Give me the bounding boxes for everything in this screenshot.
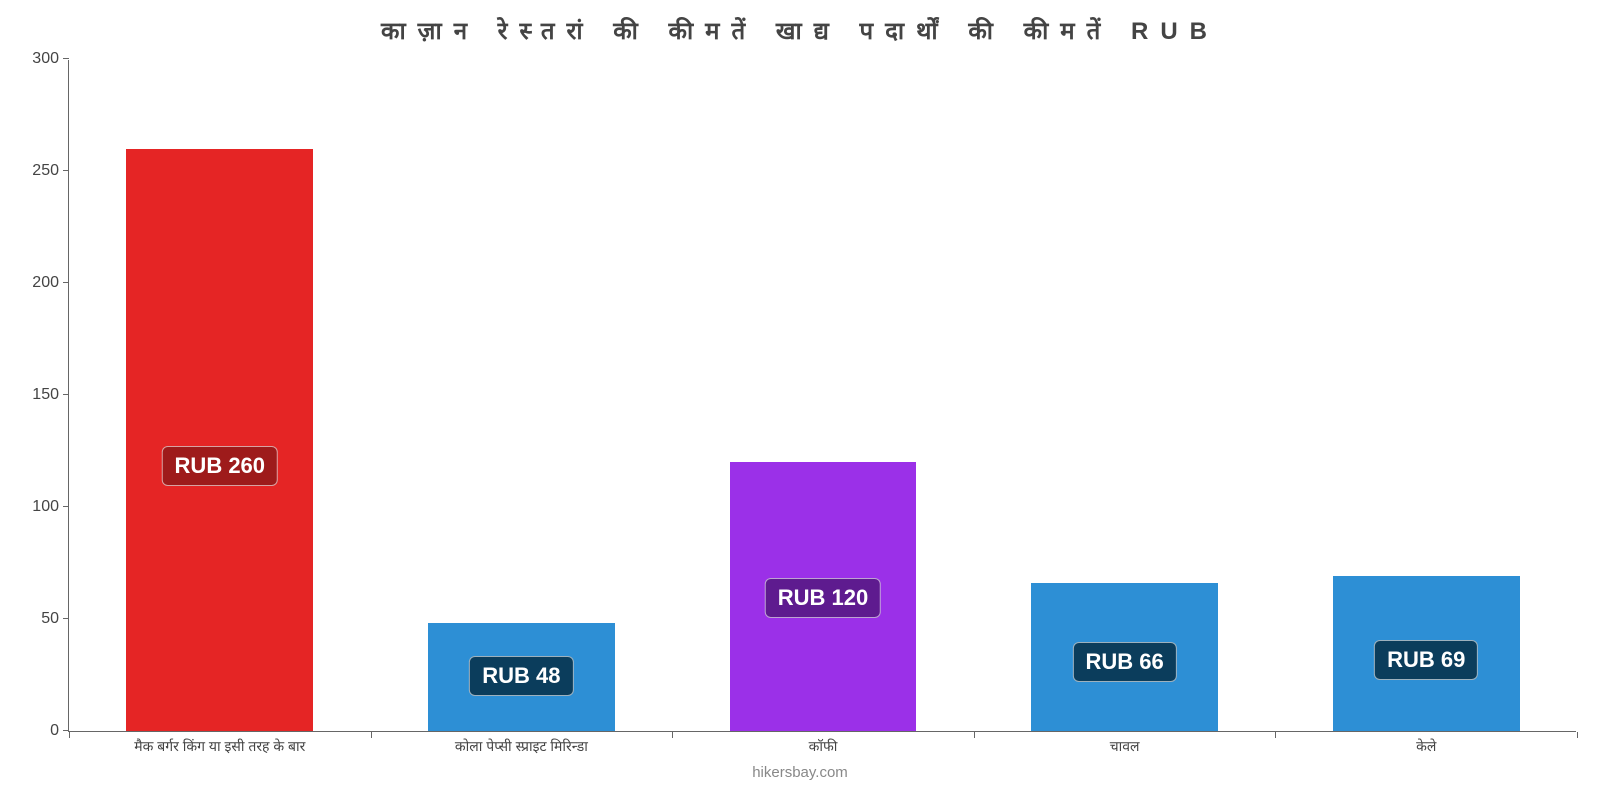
- x-tick-mark: [1577, 732, 1578, 738]
- x-tick-mark: [371, 732, 372, 738]
- x-tick-label: चावल: [1110, 737, 1140, 756]
- y-tick-mark: [63, 394, 69, 395]
- y-tick-label: 100: [32, 498, 69, 516]
- y-tick-mark: [63, 506, 69, 507]
- y-tick-mark: [63, 170, 69, 171]
- x-tick-label: कॉफी: [809, 737, 838, 756]
- value-badge: RUB 260: [162, 446, 278, 486]
- y-tick-mark: [63, 282, 69, 283]
- y-tick-label: 200: [32, 274, 69, 292]
- x-tick-label: केले: [1416, 737, 1436, 756]
- y-tick-label: 150: [32, 386, 69, 404]
- y-tick-label: 50: [41, 610, 69, 628]
- y-tick-label: 0: [50, 722, 69, 740]
- bar: RUB 69: [1333, 576, 1520, 731]
- y-tick-mark: [63, 618, 69, 619]
- y-tick-label: 250: [32, 162, 69, 180]
- y-tick-label: 300: [32, 50, 69, 68]
- x-tick-label: कोला पेप्सी स्प्राइट मिरिन्डा: [455, 737, 588, 756]
- credit-label: hikersbay.com: [752, 764, 848, 781]
- bar: RUB 120: [730, 462, 917, 731]
- value-badge: RUB 120: [765, 578, 881, 618]
- bar: RUB 66: [1031, 583, 1218, 731]
- x-tick-mark: [69, 732, 70, 738]
- y-tick-mark: [63, 730, 69, 731]
- value-badge: RUB 66: [1072, 642, 1176, 682]
- y-tick-mark: [63, 58, 69, 59]
- x-tick-mark: [672, 732, 673, 738]
- bar: RUB 260: [126, 149, 313, 731]
- value-badge: RUB 48: [469, 656, 573, 696]
- bar: RUB 48: [428, 623, 615, 731]
- x-tick-label: मैक बर्गर किंग या इसी तरह के बार: [134, 737, 305, 756]
- value-badge: RUB 69: [1374, 640, 1478, 680]
- x-tick-mark: [1275, 732, 1276, 738]
- x-tick-mark: [974, 732, 975, 738]
- chart-container: काज़ान रेस्तरां की कीमतें खाद्य पदार्थों…: [0, 0, 1600, 800]
- plot-area: 050100150200250300RUB 260मैक बर्गर किंग …: [68, 60, 1576, 732]
- chart-title: काज़ान रेस्तरां की कीमतें खाद्य पदार्थों…: [0, 14, 1600, 47]
